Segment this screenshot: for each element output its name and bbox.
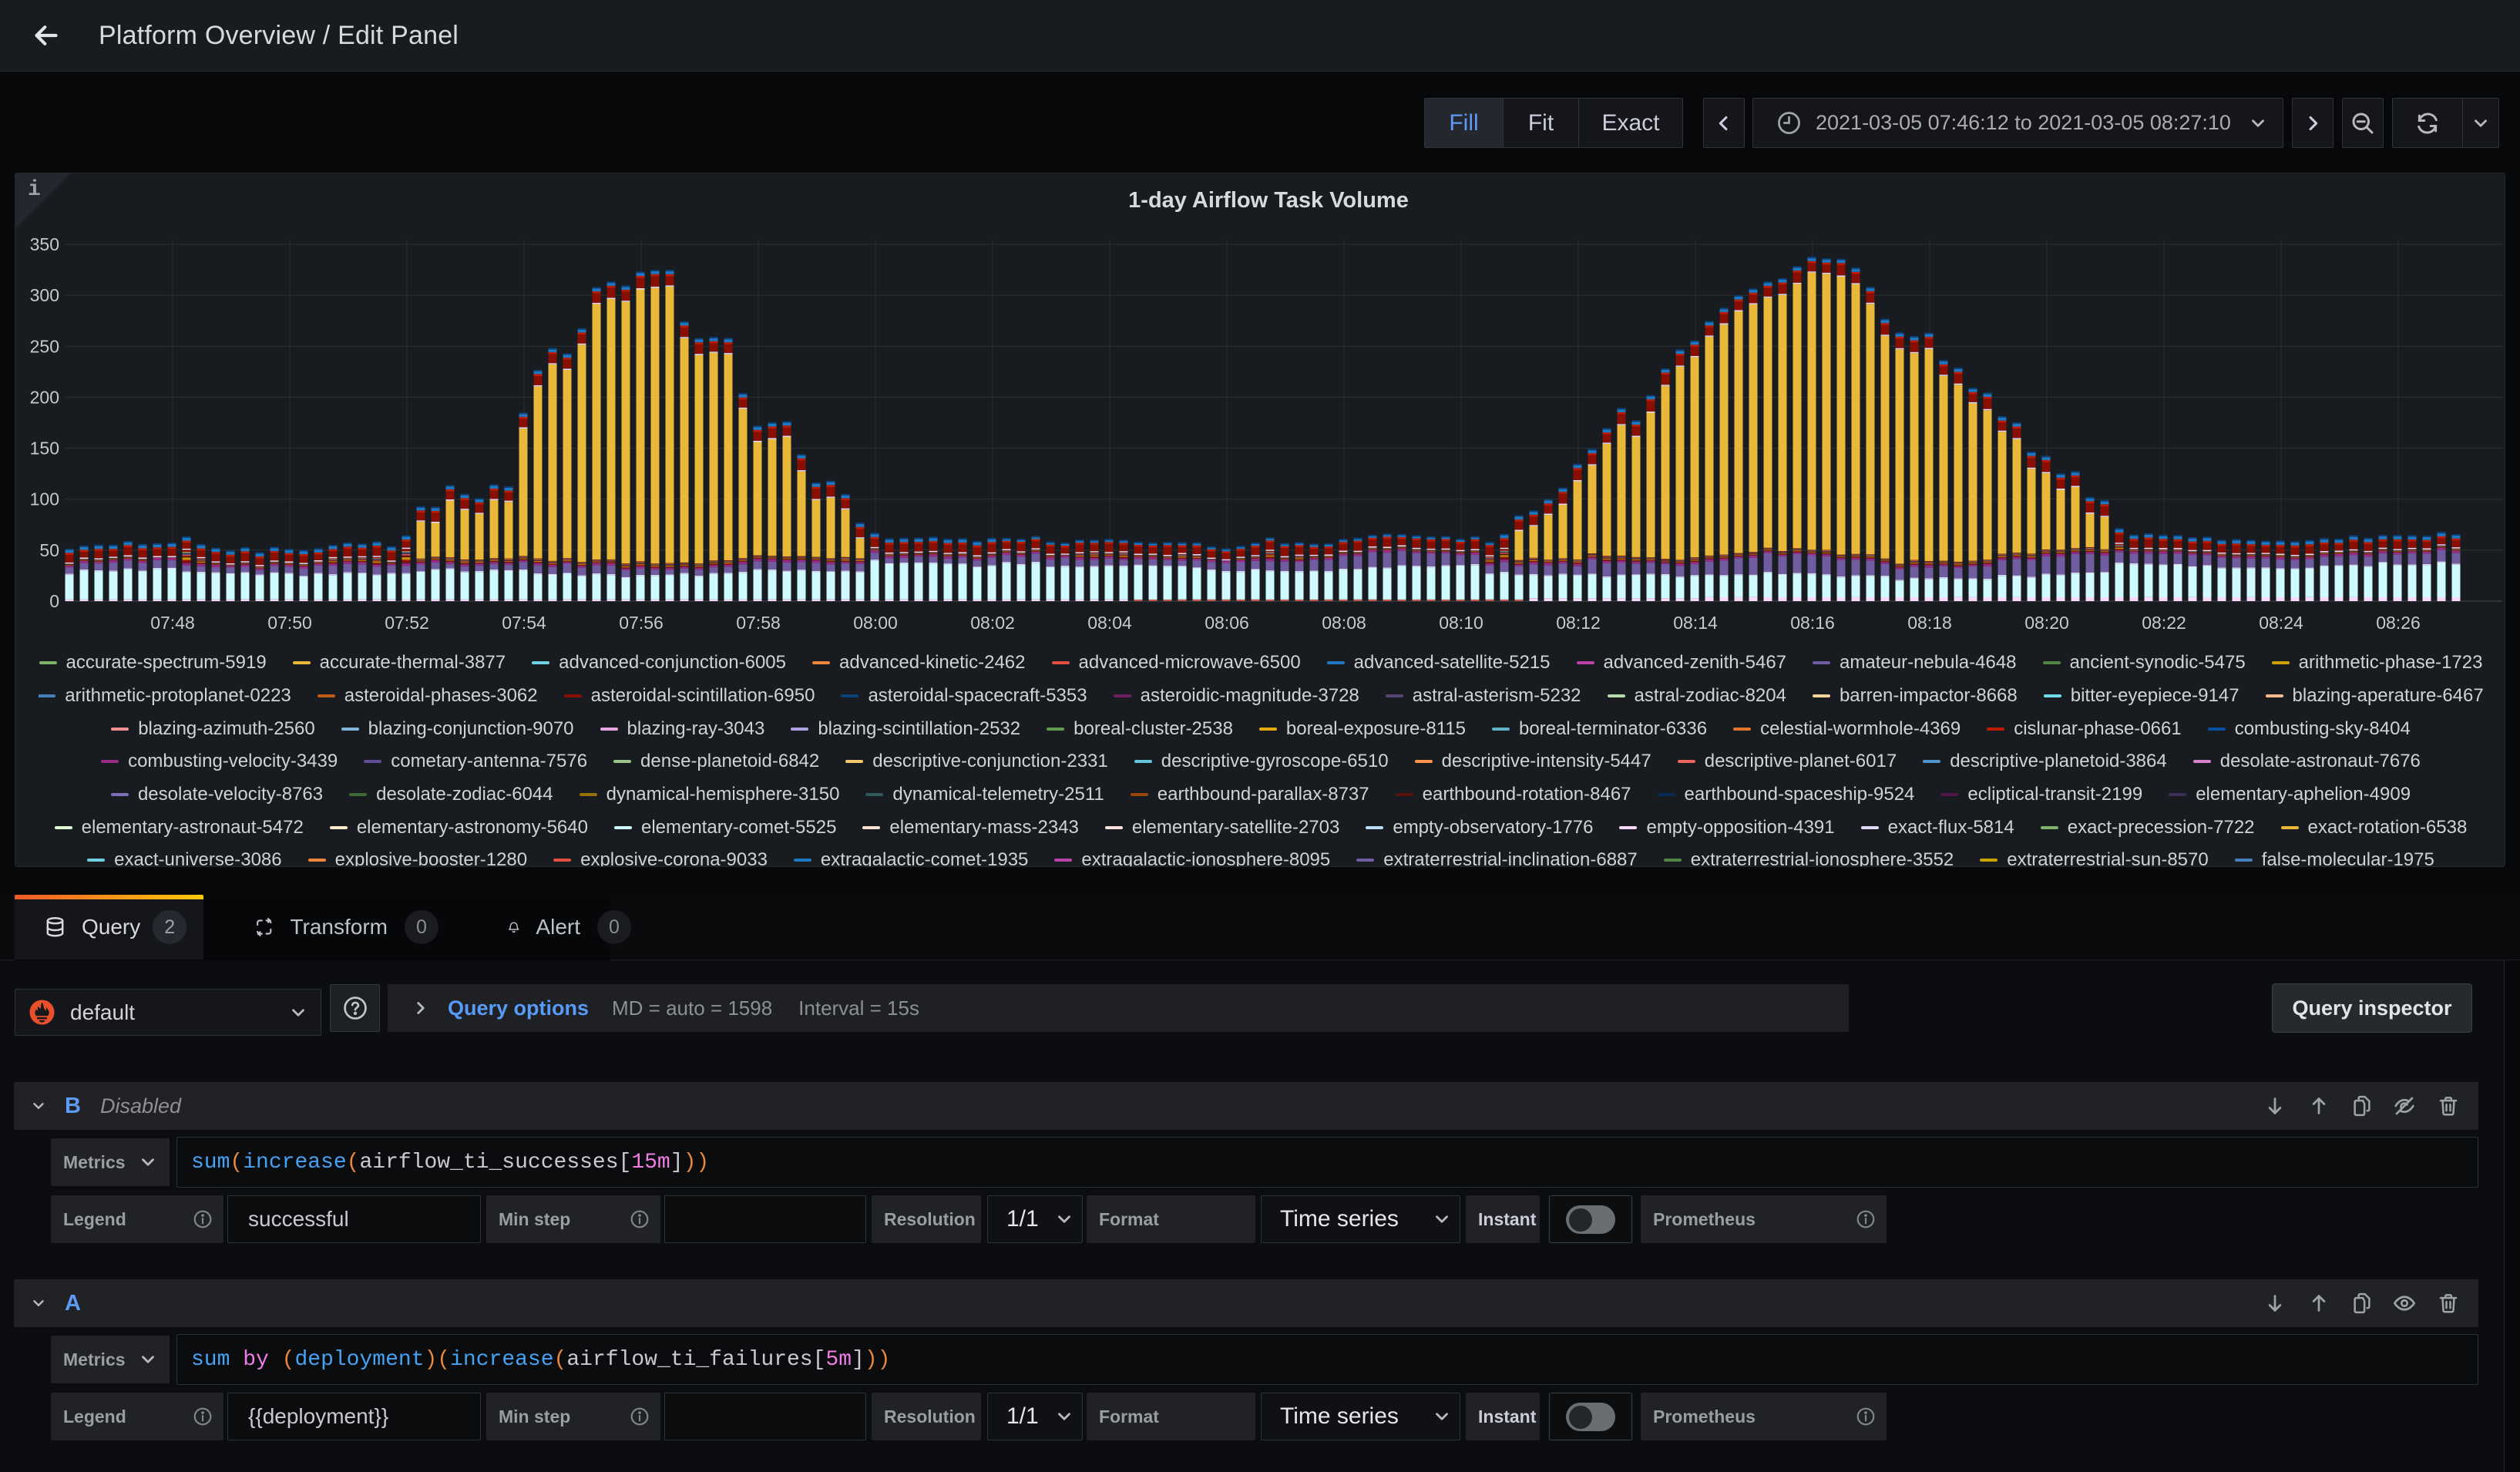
svg-text:07:58: 07:58 — [736, 613, 781, 633]
svg-text:08:12: 08:12 — [1556, 613, 1601, 633]
svg-text:08:00: 08:00 — [853, 613, 898, 633]
svg-text:08:04: 08:04 — [1087, 613, 1132, 633]
svg-text:150: 150 — [30, 439, 59, 459]
svg-text:07:56: 07:56 — [619, 613, 664, 633]
svg-text:07:48: 07:48 — [150, 613, 195, 633]
svg-text:08:14: 08:14 — [1673, 613, 1718, 633]
svg-text:350: 350 — [30, 234, 59, 254]
svg-text:0: 0 — [49, 591, 59, 611]
svg-text:250: 250 — [30, 336, 59, 356]
svg-text:08:10: 08:10 — [1439, 613, 1483, 633]
svg-text:08:18: 08:18 — [1907, 613, 1952, 633]
svg-text:300: 300 — [30, 285, 59, 305]
svg-text:08:16: 08:16 — [1790, 613, 1835, 633]
svg-text:200: 200 — [30, 387, 59, 407]
svg-text:08:08: 08:08 — [1322, 613, 1366, 633]
svg-text:07:54: 07:54 — [502, 613, 546, 633]
svg-text:07:50: 07:50 — [267, 613, 312, 633]
svg-text:08:06: 08:06 — [1205, 613, 1249, 633]
svg-text:08:26: 08:26 — [2376, 613, 2421, 633]
svg-text:07:52: 07:52 — [385, 613, 429, 633]
svg-text:100: 100 — [30, 489, 59, 509]
svg-text:08:24: 08:24 — [2259, 613, 2303, 633]
svg-text:08:22: 08:22 — [2142, 613, 2186, 633]
svg-text:08:20: 08:20 — [2024, 613, 2069, 633]
svg-text:50: 50 — [39, 540, 59, 560]
svg-text:08:02: 08:02 — [970, 613, 1015, 633]
